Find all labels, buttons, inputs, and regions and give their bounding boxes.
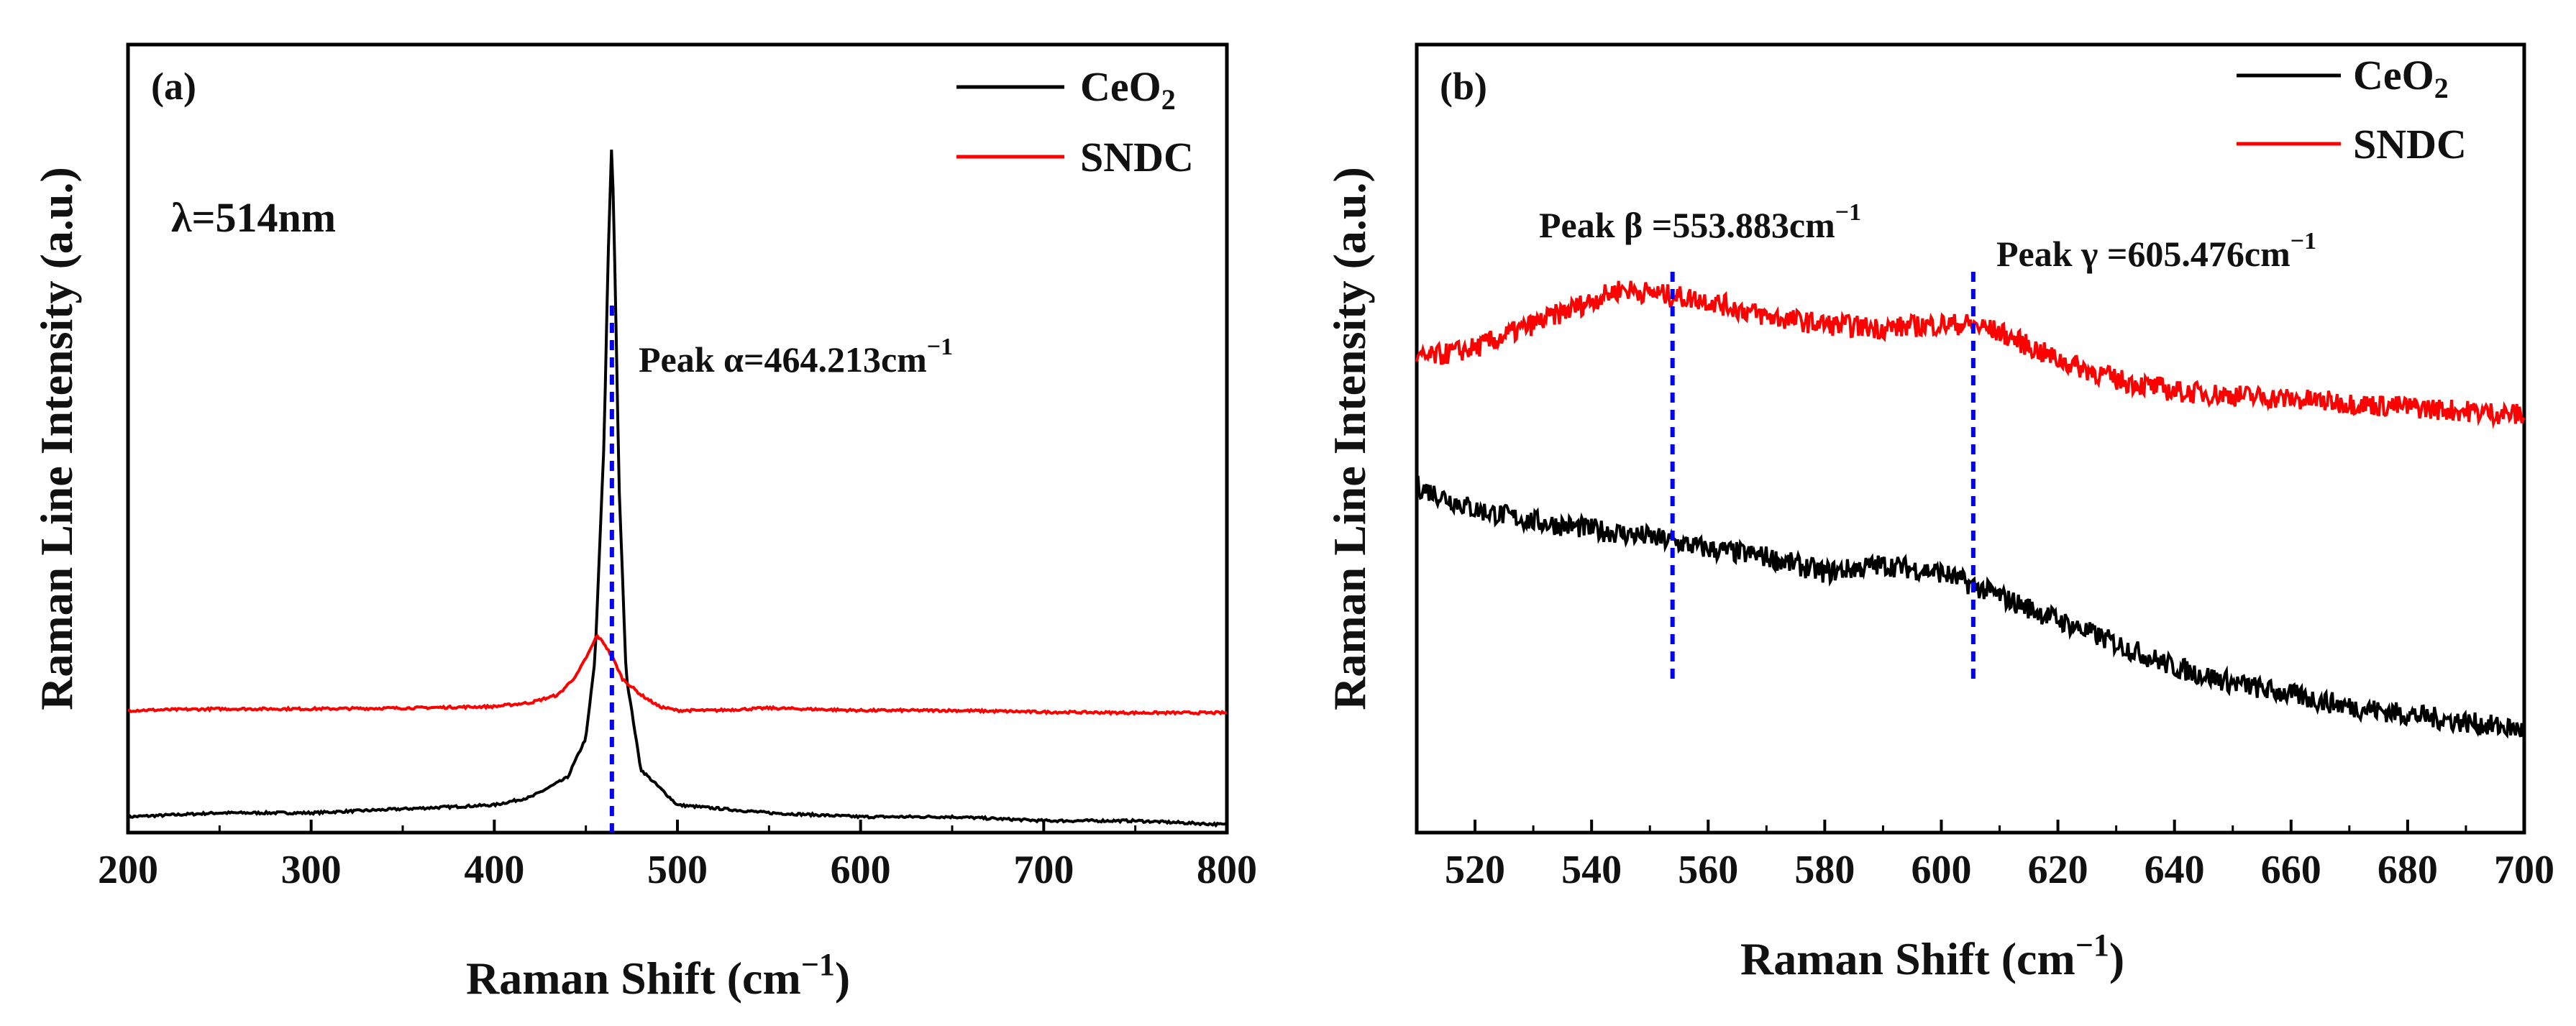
- panel-b-series-ceo2-line: [1415, 475, 2526, 739]
- panel-b-x-tick-label: 660: [2261, 848, 2321, 892]
- panel-a-label: (a): [151, 65, 196, 108]
- panel-a-plot-area: [127, 150, 1228, 833]
- panel-b-x-tick-label: 580: [1794, 848, 1855, 892]
- panel-b-x-tick-label: 600: [1911, 848, 1971, 892]
- panel-b-plot-area: [1415, 272, 2526, 739]
- legend-a-sndc-label: SNDC: [1080, 134, 1194, 180]
- panel-b-x-tick-label: 680: [2378, 848, 2438, 892]
- panel-b: 520 540 560 580 600 620 640 660 680 700 (b) CeO2 …: [1324, 42, 2554, 984]
- panel-a-x-tick-label: 600: [831, 848, 891, 892]
- panel-a-x-axis: 200 300 400 500 600 700 800: [98, 820, 1257, 892]
- legend-b-sndc-label: SNDC: [2353, 121, 2467, 168]
- panel-b-x-axis: 520 540 560 580 600 620 640 660 680 700: [1445, 820, 2554, 892]
- panel-b-x-tick-label: 700: [2494, 848, 2554, 892]
- panel-a-x-tick-label: 700: [1013, 848, 1074, 892]
- panel-a: 200 300 400 500 600 700 800 (a) λ=514nm CeO2 S…: [31, 42, 1257, 1004]
- panel-a-peak-alpha-label: Peak α=464.213cm−1: [639, 334, 953, 380]
- panel-b-frame: [1415, 42, 2526, 835]
- panel-a-wavelength-note: λ=514nm: [171, 194, 336, 241]
- panel-a-frame: [126, 42, 1229, 835]
- panel-a-legend: CeO2 SNDC: [956, 63, 1194, 180]
- panel-b-label: (b): [1440, 65, 1487, 108]
- panel-b-legend: CeO2 SNDC: [2237, 52, 2467, 168]
- panel-b-x-tick-label: 560: [1678, 848, 1738, 892]
- panel-b-y-axis-label: Raman Line Intensity (a.u.): [1324, 167, 1375, 710]
- panel-a-y-axis-label: Raman Line Intensity (a.u.): [31, 167, 82, 710]
- panel-b-x-tick-label: 620: [2028, 848, 2088, 892]
- panel-b-x-axis-label: Raman Shift (cm−1): [1740, 927, 2124, 984]
- panel-a-x-tick-label: 300: [281, 848, 342, 892]
- panel-a-series-ceo2-line: [127, 150, 1228, 828]
- panel-b-peak-gamma-label: Peak γ =605.476cm−1: [1996, 228, 2316, 274]
- panel-a-x-tick-label: 800: [1197, 848, 1257, 892]
- panel-a-series-sndc-line: [127, 633, 1228, 716]
- legend-a-ceo2-label: CeO2: [1080, 63, 1176, 116]
- panel-b-x-tick-label: 540: [1561, 848, 1622, 892]
- panel-b-peak-beta-label: Peak β =553.883cm−1: [1539, 199, 1861, 245]
- panel-b-series-sndc-line: [1415, 280, 2526, 429]
- legend-b-ceo2-label: CeO2: [2353, 52, 2449, 104]
- panel-a-x-tick-label: 500: [647, 848, 708, 892]
- panel-a-x-axis-label: Raman Shift (cm−1): [466, 947, 850, 1004]
- panel-a-x-tick-label: 200: [98, 848, 158, 892]
- panel-b-x-tick-label: 640: [2145, 848, 2205, 892]
- panel-b-x-tick-label: 520: [1445, 848, 1505, 892]
- panel-a-x-tick-label: 400: [464, 848, 524, 892]
